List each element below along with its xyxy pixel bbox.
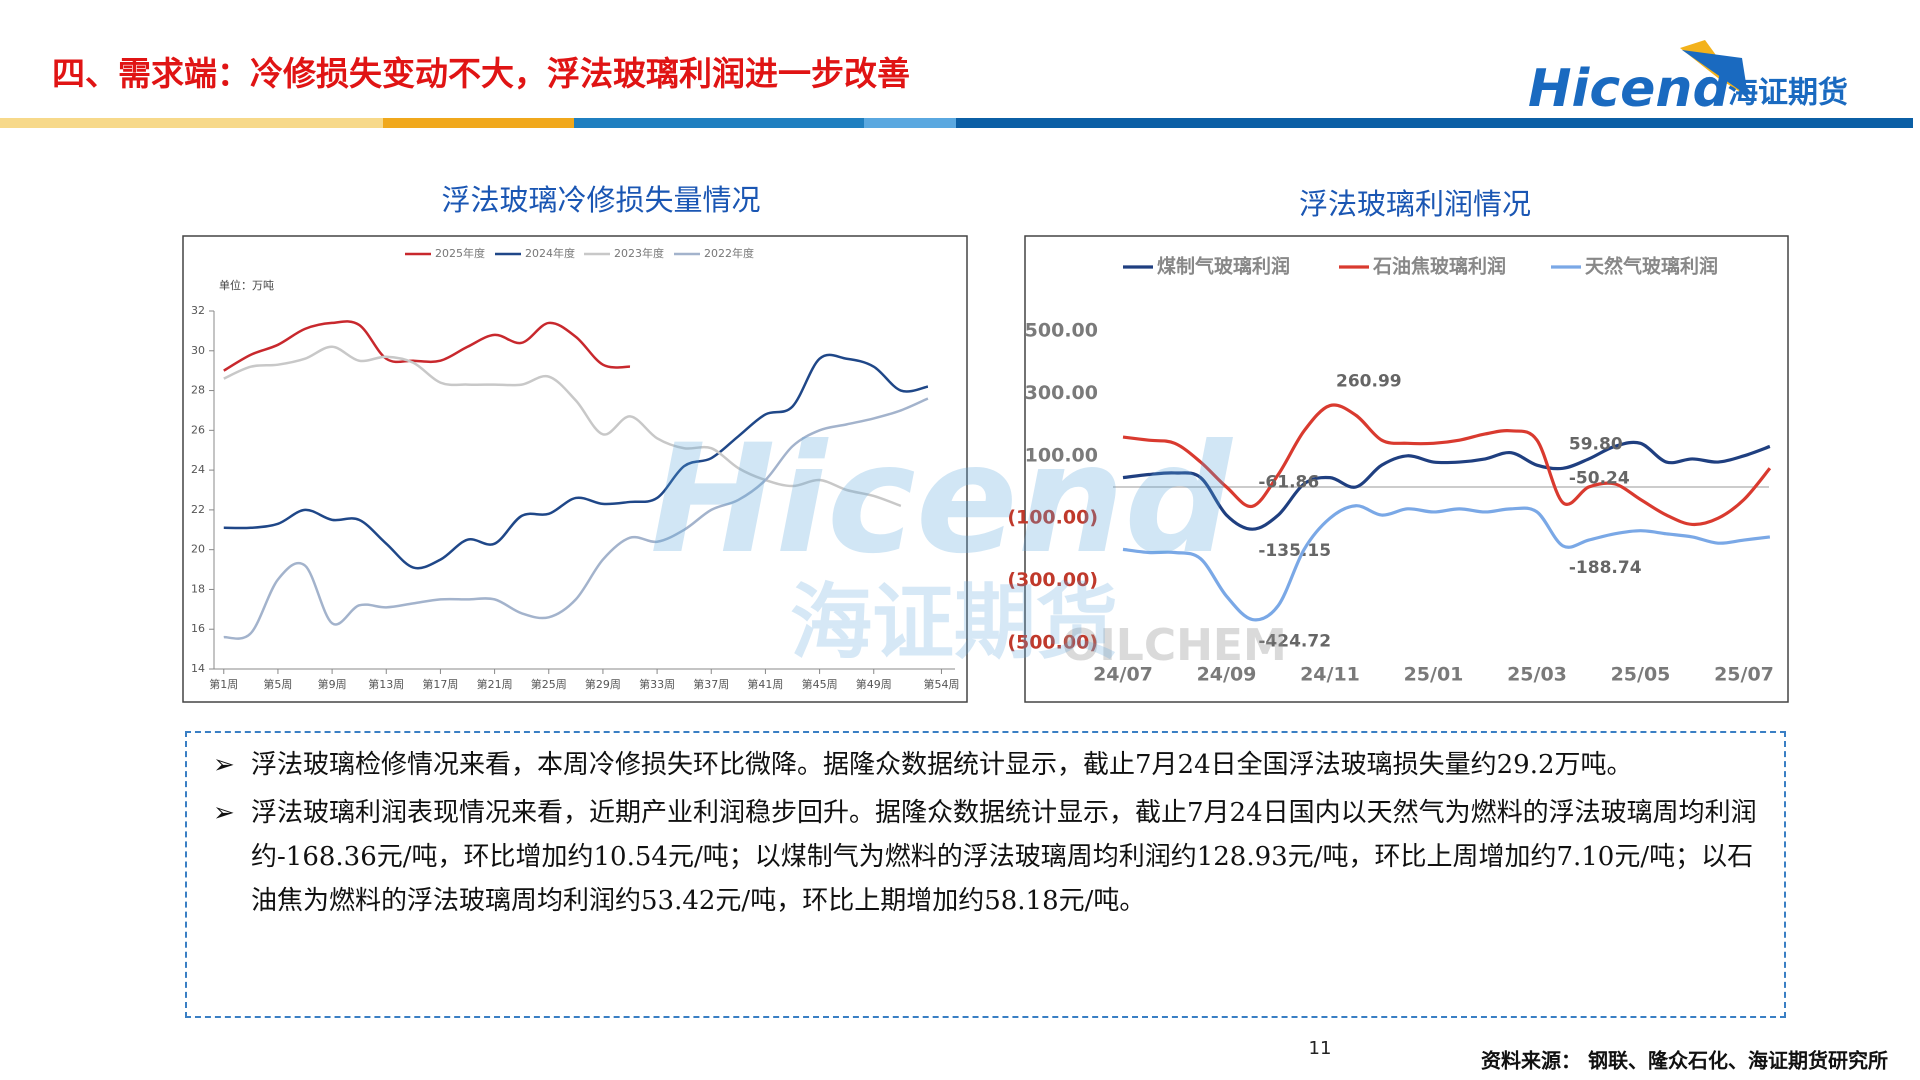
value-label: -188.74: [1569, 558, 1642, 578]
series-line: [223, 353, 929, 570]
series-line: [1122, 403, 1772, 527]
y-tick-label: 30: [191, 344, 205, 357]
y-tick-label: 18: [191, 582, 205, 595]
x-tick-label: 第9周: [318, 677, 347, 691]
x-tick-label: 24/11: [1300, 664, 1360, 686]
header-bar: [956, 118, 1913, 128]
slide-title: 四、需求端：冷修损失变动不大，浮法玻璃利润进一步改善: [52, 54, 910, 93]
x-tick-label: 第13周: [368, 677, 404, 691]
y-tick-label: 26: [191, 423, 205, 436]
series-line: [1122, 504, 1771, 622]
legend-label: 天然气玻璃利润: [1585, 255, 1718, 278]
legend-label: 石油焦玻璃利润: [1372, 255, 1506, 278]
chart-title: 浮法玻璃利润情况: [1299, 187, 1531, 221]
watermark: 海证期货: [790, 575, 1118, 670]
y-tick-label: 300.00: [1025, 382, 1098, 404]
x-tick-label: 第54周: [923, 677, 959, 691]
x-tick-label: 第21周: [477, 677, 513, 691]
y-tick-label: (500.00): [1007, 632, 1098, 654]
chart-frame: [1024, 235, 1789, 703]
header-bar: [383, 118, 574, 128]
header-bar: [0, 118, 383, 128]
x-tick-label: 25/07: [1714, 664, 1774, 686]
x-tick-label: 第5周: [263, 677, 292, 691]
x-tick-label: 25/05: [1611, 664, 1671, 686]
y-tick-label: 24: [191, 463, 205, 476]
bullet: 浮法玻璃检修情况来看，本周冷修损失环比微降。据隆众数据统计显示，截止7月24日全…: [213, 743, 1766, 787]
series-line: [223, 320, 631, 372]
legend-label: 2025年度: [435, 246, 485, 260]
header-bar: [574, 118, 864, 128]
legend-label: 煤制气玻璃利润: [1157, 255, 1290, 278]
y-tick-label: (100.00): [1007, 507, 1098, 529]
watermark: Hicend: [650, 413, 1233, 587]
legend-label: 2024年度: [525, 246, 575, 260]
value-label: -50.24: [1569, 469, 1630, 489]
value-label: -424.72: [1258, 632, 1331, 652]
x-tick-label: 25/03: [1507, 664, 1567, 686]
logo-cn: 海证期货: [1728, 76, 1848, 111]
watermark: OILCHEM: [1062, 620, 1287, 671]
series-line: [223, 345, 902, 508]
legend-label: 2022年度: [704, 246, 754, 260]
value-label: 260.99: [1336, 372, 1402, 392]
source: 资料来源： 钢联、隆众石化、海证期货研究所: [1481, 1049, 1888, 1073]
series-line: [1122, 440, 1771, 531]
y-tick-label: 100.00: [1025, 444, 1098, 466]
x-tick-label: 第33周: [639, 677, 675, 691]
legend-label: 2023年度: [614, 246, 664, 260]
y-tick-label: (300.00): [1007, 569, 1098, 591]
y-tick-label: 500.00: [1025, 320, 1098, 342]
x-tick-label: 25/01: [1404, 664, 1464, 686]
page-number: 11: [1309, 1038, 1332, 1059]
x-tick-label: 第45周: [802, 677, 838, 691]
x-tick-label: 第49周: [856, 677, 892, 691]
x-tick-label: 第17周: [422, 677, 458, 691]
x-tick-label: 第37周: [693, 677, 729, 691]
notes-box: 浮法玻璃检修情况来看，本周冷修损失环比微降。据隆众数据统计显示，截止7月24日全…: [185, 731, 1786, 1018]
y-tick-label: 20: [191, 543, 205, 556]
x-tick-label: 24/07: [1093, 664, 1153, 686]
x-tick-label: 24/09: [1197, 664, 1257, 686]
x-tick-label: 第1周: [209, 677, 238, 691]
y-tick-label: 22: [191, 503, 205, 516]
series-line: [223, 397, 929, 640]
chart-title: 浮法玻璃冷修损失量情况: [441, 183, 760, 217]
value-label: -135.15: [1258, 541, 1331, 561]
logo: Hicend: [1528, 59, 1730, 119]
unit-label: 单位：万吨: [219, 278, 274, 292]
y-tick-label: 14: [191, 662, 205, 675]
x-tick-label: 第25周: [531, 677, 567, 691]
header-bar: [864, 118, 956, 128]
y-tick-label: 28: [191, 384, 205, 397]
logo-swoosh: [1682, 50, 1748, 96]
y-tick-label: 16: [191, 622, 205, 635]
chart-frame: [182, 235, 968, 703]
x-tick-label: 第41周: [747, 677, 783, 691]
x-tick-label: 第29周: [585, 677, 621, 691]
value-label: -61.86: [1258, 472, 1319, 492]
bullet: 浮法玻璃利润表现情况来看，近期产业利润稳步回升。据隆众数据统计显示，截止7月24…: [213, 791, 1766, 923]
value-label: 59.80: [1569, 434, 1623, 454]
y-tick-label: 32: [191, 304, 205, 317]
